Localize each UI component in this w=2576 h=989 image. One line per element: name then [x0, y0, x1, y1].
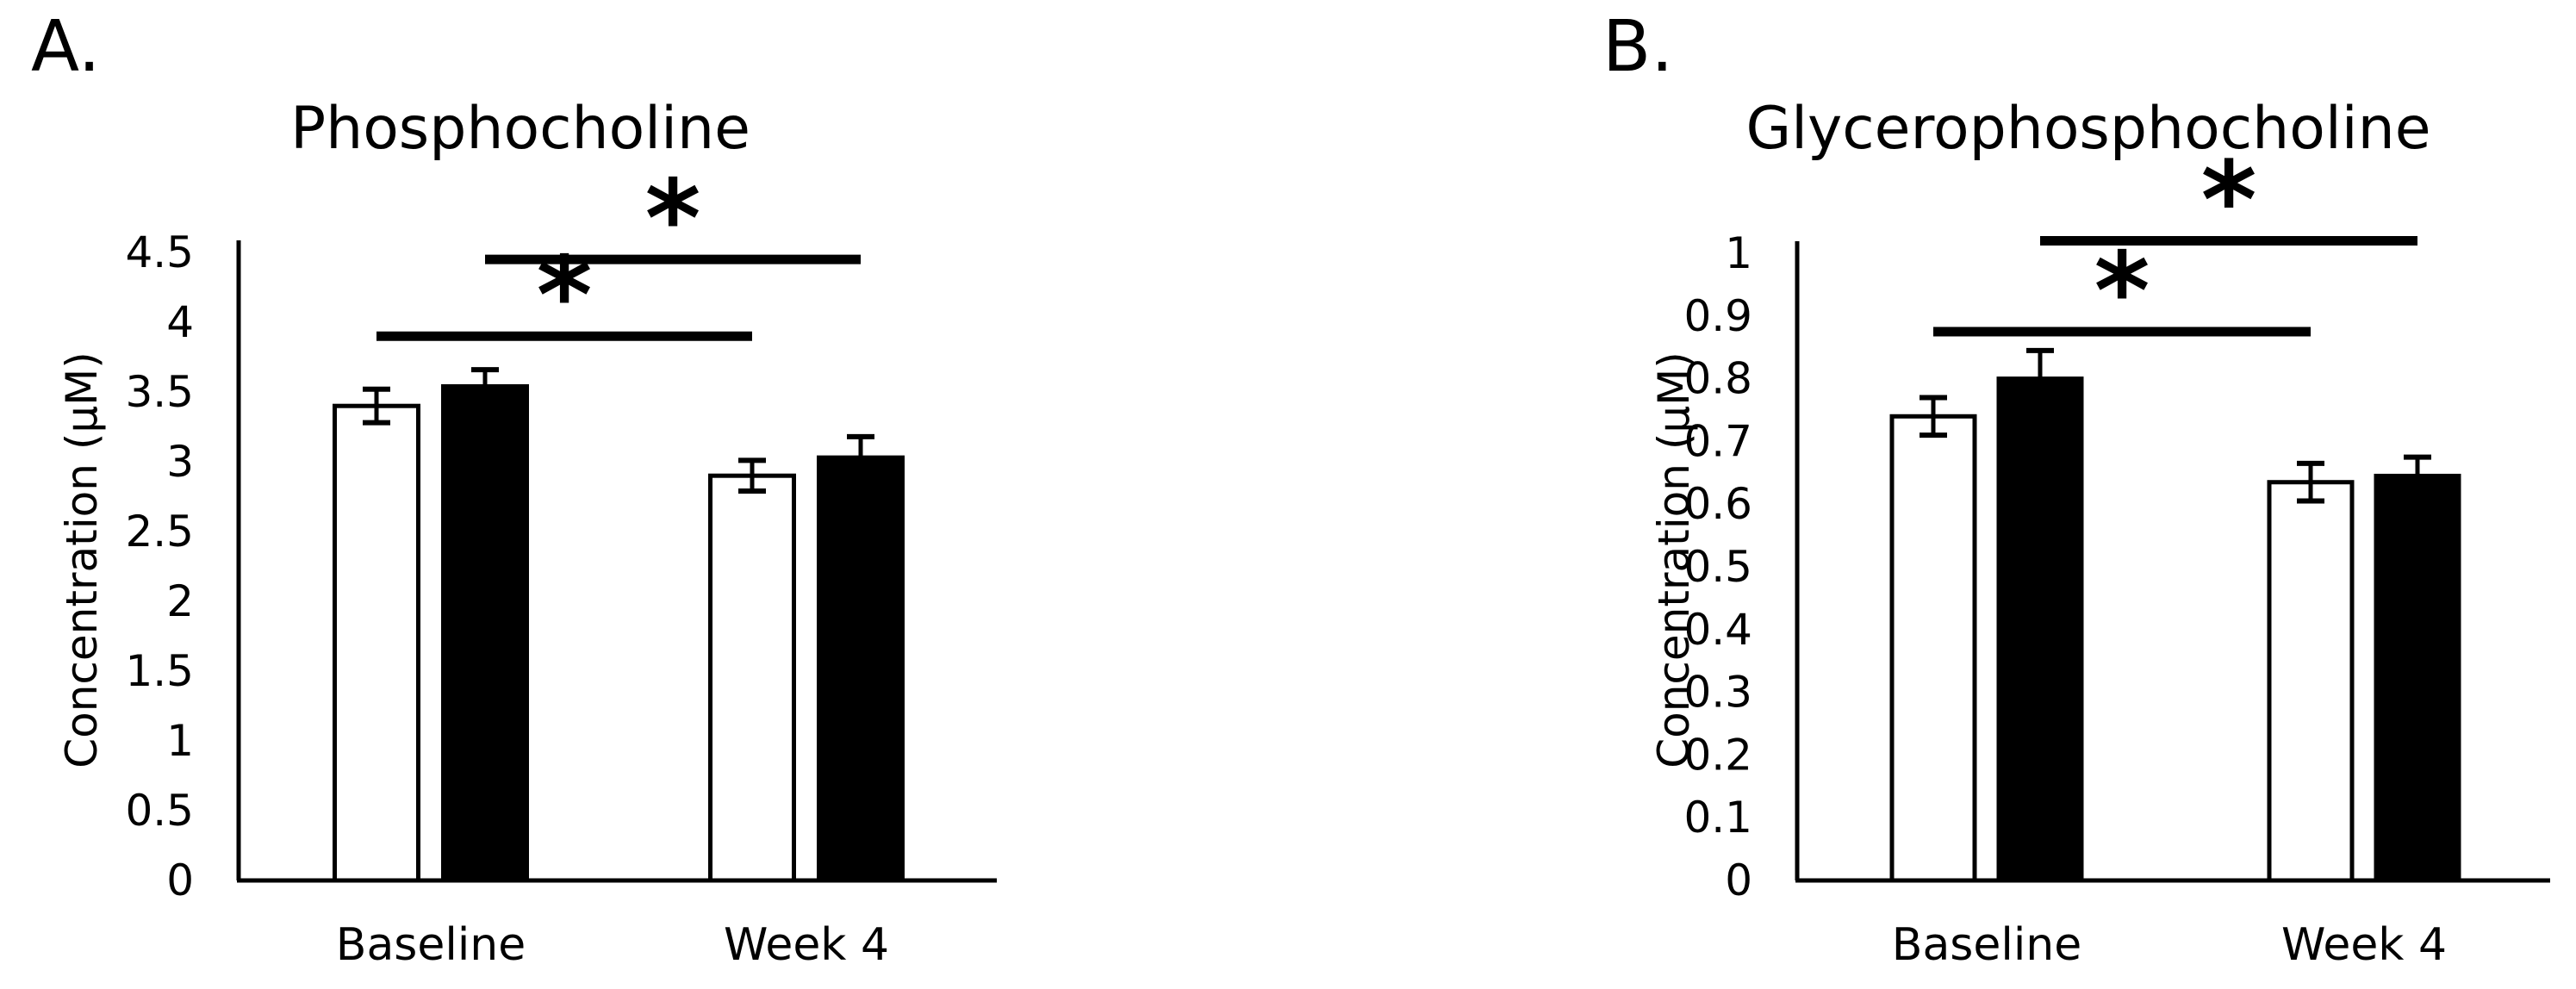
bar-filled-bars-week-4: [817, 455, 905, 883]
x-category-label: Baseline: [336, 919, 526, 971]
bar-open-bars-week-4: [2267, 480, 2355, 883]
x-category-label: Week 4: [724, 919, 889, 971]
y-tick-label: 3: [166, 437, 194, 487]
y-tick-label: 0.7: [1683, 416, 1752, 466]
bar-open-bars-week-4: [708, 473, 796, 883]
y-tick-label: 0: [1725, 855, 1752, 905]
panel-b-chart-title: Glycerophosphocholine: [1745, 95, 2431, 163]
bar-filled-bars-week-4: [2374, 473, 2461, 883]
bar-filled-bars-baseline: [1996, 376, 2084, 883]
panel-b-letter: B.: [1602, 6, 1674, 88]
panel-a-chart-title: Phosphocholine: [290, 95, 750, 163]
y-tick-label: 0.2: [1683, 730, 1752, 780]
bar-open-bars-baseline: [333, 403, 420, 883]
y-tick-label: 0.6: [1683, 479, 1752, 529]
y-tick-label: 0.1: [1683, 793, 1752, 843]
y-tick-label: 0.3: [1683, 668, 1752, 718]
x-category-label: Week 4: [2281, 919, 2447, 971]
y-tick-label: 0.5: [1683, 542, 1752, 592]
y-tick-label: 0.9: [1683, 291, 1752, 341]
significance-asterisk: *: [2094, 230, 2150, 354]
glycerophosphocholine-bar-chart: 0 0.1 0.2 0.3 0.4 0.5 0.6 0.7 0.8 0.9 1 * * Baseline W…: [1683, 139, 2550, 971]
significance-asterisk: *: [537, 234, 593, 358]
y-tick-label: 2: [166, 576, 194, 626]
y-tick-label: 0.5: [125, 786, 194, 836]
y-tick-label: 0: [166, 855, 194, 905]
y-tick-label: 4.5: [125, 227, 194, 277]
x-category-label: Baseline: [1892, 919, 2081, 971]
phosphocholine-bar-chart: 0 0.5 1 1.5 2 2.5 3 3.5 4 4.5 * * Baseline Week 4: [125, 158, 997, 971]
y-tick-label: 3.5: [125, 367, 194, 417]
y-tick-label: 0.8: [1683, 354, 1752, 404]
y-tick-label: 4: [166, 297, 194, 347]
bar-filled-bars-baseline: [441, 384, 529, 883]
y-tick-label: 1: [166, 716, 194, 766]
bar-open-bars-baseline: [1889, 414, 1977, 883]
y-tick-label: 1.5: [125, 646, 194, 696]
panel-b: B. Glycerophosphocholine Concentration (…: [1288, 0, 2576, 989]
panel-a-letter: A.: [31, 6, 101, 88]
y-tick-label: 0.4: [1683, 605, 1752, 655]
y-tick-label: 2.5: [125, 507, 194, 557]
y-tick-label: 1: [1725, 228, 1752, 278]
panel-a: A. Phosphocholine Concentration (µM) 0 0.…: [31, 6, 997, 971]
significance-asterisk: *: [2201, 139, 2257, 263]
significance-asterisk: *: [645, 158, 701, 282]
